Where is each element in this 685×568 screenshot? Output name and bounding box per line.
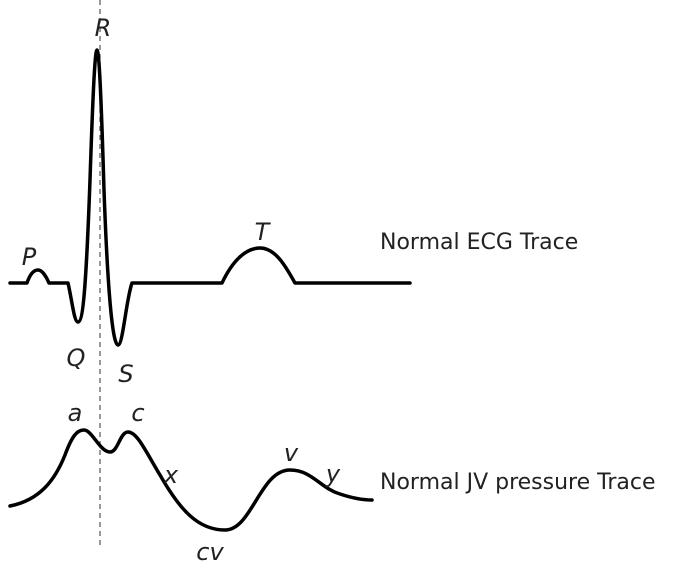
ecg-trace: [8, 48, 412, 347]
wave-label: P: [22, 243, 37, 271]
wave-label: a: [68, 399, 83, 427]
wave-label: y: [325, 460, 341, 488]
wave-label: c: [131, 399, 144, 427]
wave-label: cv: [196, 538, 224, 566]
jvp-trace: [8, 428, 374, 532]
wave-label: R: [95, 14, 112, 42]
wave-label: S: [118, 360, 133, 388]
trace-title: Normal JV pressure Trace: [380, 470, 656, 495]
wave-label: T: [255, 218, 272, 246]
wave-label: x: [163, 461, 179, 489]
trace-title: Normal ECG Trace: [380, 230, 578, 255]
wave-label: Q: [67, 344, 86, 372]
wave-label: v: [284, 439, 299, 467]
